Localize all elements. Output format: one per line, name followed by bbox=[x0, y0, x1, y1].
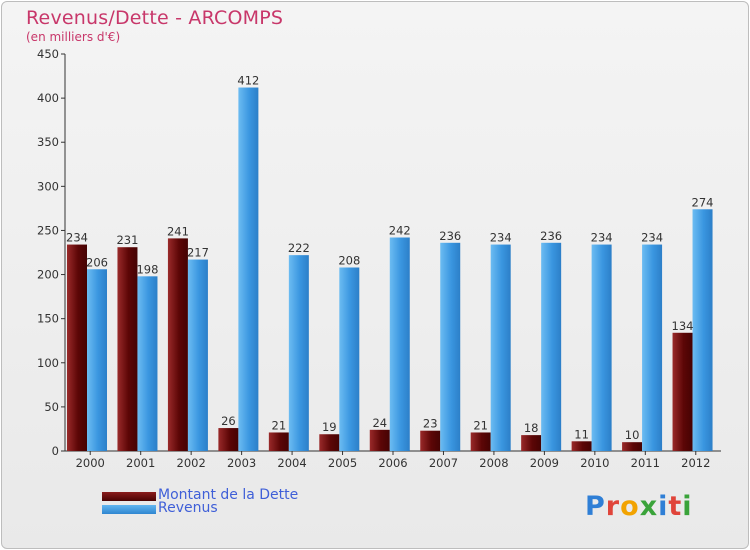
legend-swatch-revenue bbox=[102, 505, 156, 514]
logo-letter: i bbox=[682, 491, 693, 522]
bar-debt bbox=[571, 441, 592, 451]
bar-debt bbox=[167, 238, 188, 451]
bar-revenue bbox=[187, 259, 208, 451]
y-tick-label: 0 bbox=[52, 444, 59, 458]
data-label: 23 bbox=[423, 417, 438, 431]
bar-revenue bbox=[339, 267, 360, 451]
bar-debt bbox=[470, 432, 491, 451]
bar-revenue bbox=[440, 242, 461, 451]
x-tick-label: 2006 bbox=[378, 456, 407, 470]
logo-letter: P bbox=[585, 491, 606, 522]
data-label: 26 bbox=[221, 414, 236, 428]
bar-revenue bbox=[238, 87, 259, 451]
data-label: 18 bbox=[524, 421, 539, 435]
x-tick-label: 2000 bbox=[76, 456, 105, 470]
bar-debt bbox=[622, 442, 643, 451]
data-label: 274 bbox=[692, 195, 714, 209]
bar-debt bbox=[218, 428, 239, 451]
data-label: 236 bbox=[439, 229, 461, 243]
logo-letter: r bbox=[605, 491, 621, 522]
x-tick-label: 2012 bbox=[681, 456, 710, 470]
bar-revenue bbox=[591, 244, 612, 451]
logo-letter: o bbox=[620, 491, 640, 522]
x-axis: 2000 2001 2002 2003 2004 2005 2006 2007 2008 2009… bbox=[65, 450, 721, 470]
data-labels: 234 231 241 26 21 19 24 23 21 18 11 10 134 206 198 217 4… bbox=[66, 74, 713, 443]
bar-debt bbox=[67, 244, 87, 451]
x-tick-label: 2007 bbox=[429, 456, 458, 470]
data-label: 19 bbox=[322, 420, 337, 434]
x-tick-label: 2004 bbox=[277, 456, 306, 470]
y-tick-label: 150 bbox=[37, 312, 59, 326]
bar-debt bbox=[521, 435, 542, 451]
legend-label-debt: Montant de la Dette bbox=[158, 487, 299, 503]
data-label: 242 bbox=[389, 224, 411, 238]
bar-revenue bbox=[288, 255, 309, 451]
data-label: 21 bbox=[473, 418, 488, 432]
data-label: 231 bbox=[116, 233, 138, 247]
data-label: 234 bbox=[641, 231, 663, 245]
bar-revenue bbox=[541, 242, 562, 451]
y-axis: 0 50 100 150 200 250 300 350 400 450 bbox=[37, 47, 66, 458]
data-label: 234 bbox=[66, 231, 88, 245]
x-tick-label: 2001 bbox=[126, 456, 155, 470]
x-tick-label: 2011 bbox=[631, 456, 660, 470]
bar-debt bbox=[420, 430, 441, 451]
data-label: 21 bbox=[272, 418, 287, 432]
y-tick-label: 100 bbox=[37, 356, 59, 370]
data-label: 198 bbox=[136, 262, 158, 276]
y-tick-label: 50 bbox=[44, 400, 59, 414]
data-label: 222 bbox=[288, 241, 310, 255]
bar-debt bbox=[369, 429, 390, 451]
y-tick-label: 250 bbox=[37, 223, 59, 237]
y-tick-label: 450 bbox=[37, 47, 59, 61]
x-tick-label: 2005 bbox=[328, 456, 357, 470]
bar-revenue bbox=[642, 244, 663, 451]
x-tick-label: 2008 bbox=[479, 456, 508, 470]
bar-debt bbox=[268, 432, 289, 451]
data-label: 134 bbox=[672, 319, 694, 333]
bar-revenue bbox=[87, 269, 107, 451]
x-tick-label: 2003 bbox=[227, 456, 256, 470]
chart-subtitle: (en milliers d'€) bbox=[26, 30, 121, 44]
legend-swatch-debt bbox=[102, 492, 156, 501]
y-tick-label: 200 bbox=[37, 268, 59, 282]
data-label: 206 bbox=[86, 255, 108, 269]
bar-debt bbox=[117, 247, 138, 451]
x-tick-label: 2002 bbox=[177, 456, 206, 470]
bar-revenue bbox=[692, 209, 713, 451]
logo-letter: i bbox=[658, 491, 669, 522]
y-tick-label: 300 bbox=[37, 179, 59, 193]
chart-title: Revenus/Dette - ARCOMPS bbox=[26, 7, 284, 29]
x-tick-label: 2009 bbox=[530, 456, 559, 470]
bar-revenue bbox=[389, 237, 410, 451]
data-label: 236 bbox=[540, 229, 562, 243]
data-label: 241 bbox=[167, 224, 189, 238]
y-tick-label: 350 bbox=[37, 135, 59, 149]
bar-revenue bbox=[137, 276, 158, 451]
logo-letter: t bbox=[668, 491, 683, 522]
data-label: 24 bbox=[372, 416, 387, 430]
x-tick-label: 2010 bbox=[580, 456, 609, 470]
data-label: 234 bbox=[490, 231, 512, 245]
bars bbox=[67, 87, 713, 451]
data-label: 10 bbox=[625, 428, 640, 442]
proxiti-logo: Proxiti bbox=[585, 491, 693, 522]
legend-label-revenue: Revenus bbox=[158, 500, 218, 516]
bar-debt bbox=[672, 332, 693, 451]
logo-letter: x bbox=[639, 491, 659, 522]
data-label: 234 bbox=[591, 231, 613, 245]
y-tick-label: 400 bbox=[37, 91, 59, 105]
data-label: 412 bbox=[237, 74, 259, 88]
bar-debt bbox=[319, 434, 340, 451]
data-label: 11 bbox=[574, 427, 589, 441]
data-label: 217 bbox=[187, 246, 209, 260]
data-label: 208 bbox=[338, 253, 360, 267]
bar-revenue bbox=[490, 244, 511, 451]
